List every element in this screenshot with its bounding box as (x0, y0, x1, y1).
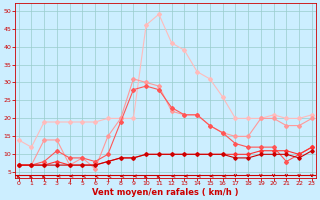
X-axis label: Vent moyen/en rafales ( km/h ): Vent moyen/en rafales ( km/h ) (92, 188, 238, 197)
